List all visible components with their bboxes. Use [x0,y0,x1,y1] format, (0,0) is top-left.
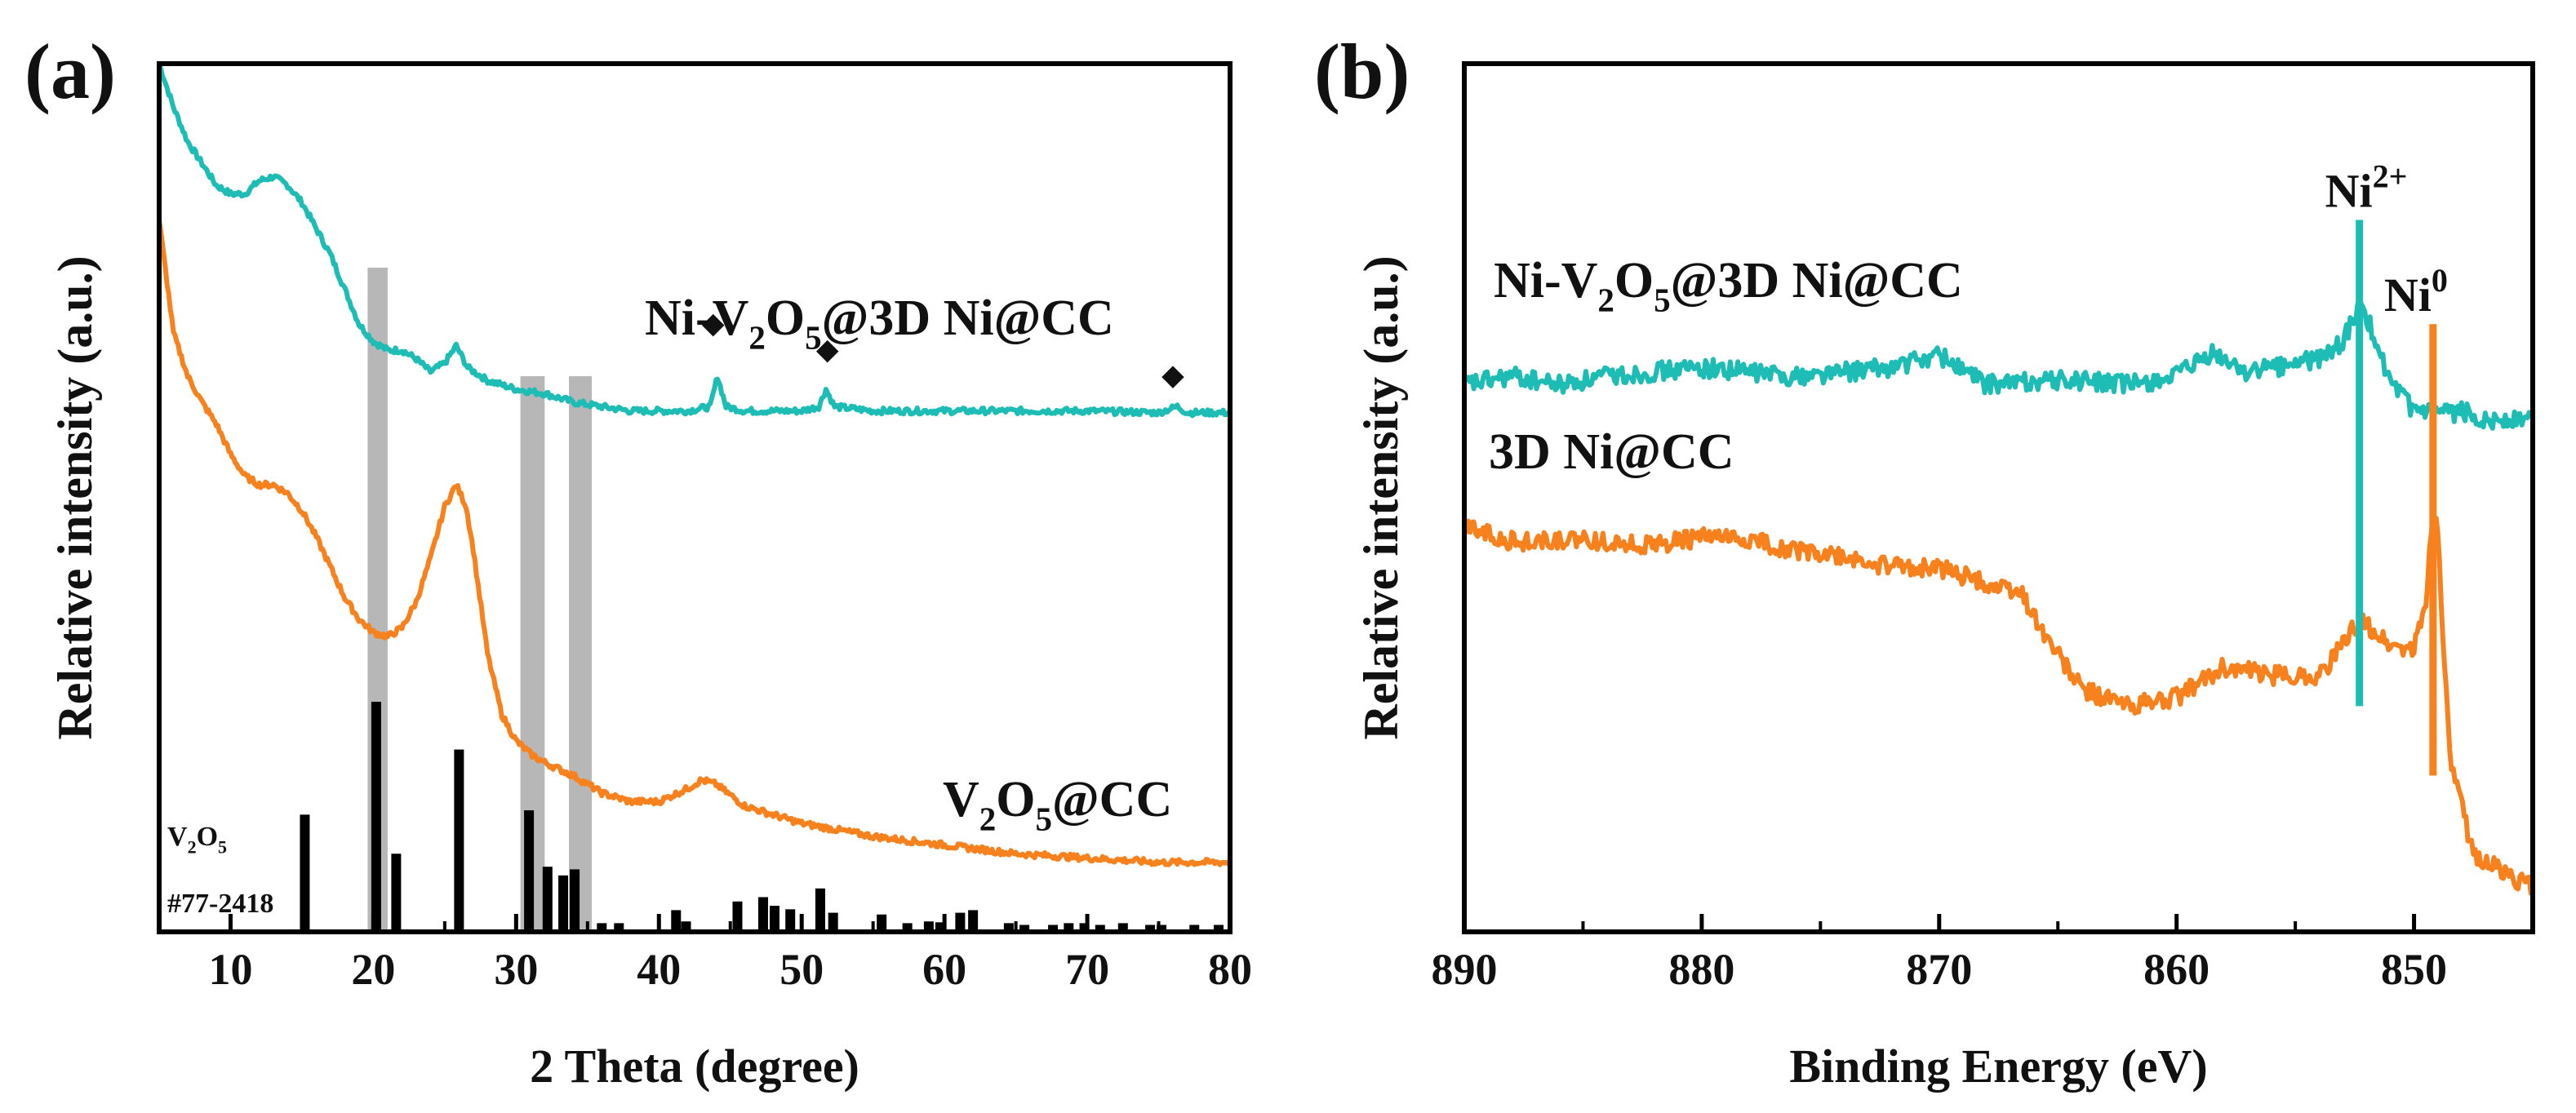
series-line-2 [157,219,1232,867]
series-line-1 [157,63,1231,419]
reference-stick-35 [1214,925,1224,932]
x-tick-label-1: 890 [1432,945,1498,994]
reference-stick-30 [1095,925,1105,932]
reference-stick-1 [300,814,310,932]
x-tick-label-3: 870 [1906,945,1972,994]
reference-stick-29 [1079,923,1090,932]
reference-stick-19 [877,914,887,932]
reference-stick-14 [757,897,768,932]
x-tick-label-2: 880 [1668,945,1734,994]
series-label-2: 3D Ni@CC [1489,424,1734,480]
reference-stick-25 [1003,923,1014,932]
reference-stick-24 [968,910,979,932]
series-label-1: Ni-V2O5@3D Ni@CC [1494,253,1963,318]
highlight-band-3 [569,376,593,932]
peak-label-1: Ni2+ [2325,158,2408,218]
reference-stick-5 [524,810,535,932]
x-tick-label-5: 850 [2381,945,2447,994]
reference-stick-16 [785,909,796,932]
reference-stick-20 [902,923,913,932]
y-axis-label: Relative intensity (a.u.) [1354,255,1408,739]
reference-stick-10 [614,923,624,932]
reference-stick-33 [1157,925,1167,932]
diamond-marker-1: ◆ [702,307,725,339]
x-tick-label-6: 60 [922,945,966,994]
series-line-2 [1462,512,2535,896]
series-label-1: Ni-V2O5@3D Ni@CC [645,290,1114,356]
reference-stick-17 [815,888,825,932]
reference-stick-34 [1189,925,1200,932]
x-axis-label: 2 Theta (degree) [530,1040,859,1093]
reference-stick-9 [597,923,607,932]
x-tick-label-2: 20 [351,945,395,994]
reference-stick-8 [570,869,580,932]
reference-card-label: #77-2418 [167,889,273,919]
reference-stick-13 [732,901,743,932]
peak-label-2: Ni0 [2384,262,2448,321]
x-tick-label-3: 30 [494,945,538,994]
diamond-marker-3: ◆ [1161,359,1184,392]
panel-label: (a) [24,28,116,115]
reference-stick-6 [542,867,553,932]
reference-stick-3 [391,854,402,932]
series-line-1 [1462,295,2535,431]
reference-stick-12 [681,921,691,932]
reference-stick-21 [923,921,934,932]
panel-a-chart: V2O5 #77-2418 Ni-V2O5@3D Ni@CC V2O5@CC ◆ ◆ ◆ 10… [24,28,1252,1093]
reference-stick-4 [454,749,464,932]
reference-stick-22 [935,922,945,932]
reference-stick-15 [769,906,779,932]
reference-stick-2 [371,702,381,932]
x-tick-label-4: 860 [2143,945,2210,994]
reference-stick-27 [1048,925,1059,932]
plot-frame [1462,61,2535,934]
x-tick-label-8: 80 [1208,945,1252,994]
x-tick-label-4: 40 [637,945,681,994]
reference-stick-18 [828,912,838,932]
x-tick-label-7: 70 [1065,945,1109,994]
y-axis-label: Relative intensity (a.u.) [48,255,102,739]
panel-b-chart: Ni-V2O5@3D Ni@CC 3D Ni@CC Ni2+ Ni0 890 880 870… [1314,28,2535,1093]
x-tick-label-1: 10 [208,945,252,994]
reference-phase-label: V2O5 [167,822,227,858]
reference-stick-31 [1117,923,1128,932]
plot-frame [157,61,1232,934]
reference-stick-7 [558,875,569,932]
reference-stick-26 [1019,925,1030,932]
reference-stick-11 [671,910,682,932]
x-tick-label-5: 50 [779,945,824,994]
diamond-marker-2: ◆ [816,333,839,366]
x-axis-label: Binding Energy (eV) [1789,1040,2207,1093]
series-label-2: V2O5@CC [943,772,1172,837]
reference-stick-32 [1145,925,1156,932]
reference-stick-28 [1064,923,1074,932]
reference-stick-23 [955,912,966,932]
panel-label: (b) [1314,28,1410,115]
